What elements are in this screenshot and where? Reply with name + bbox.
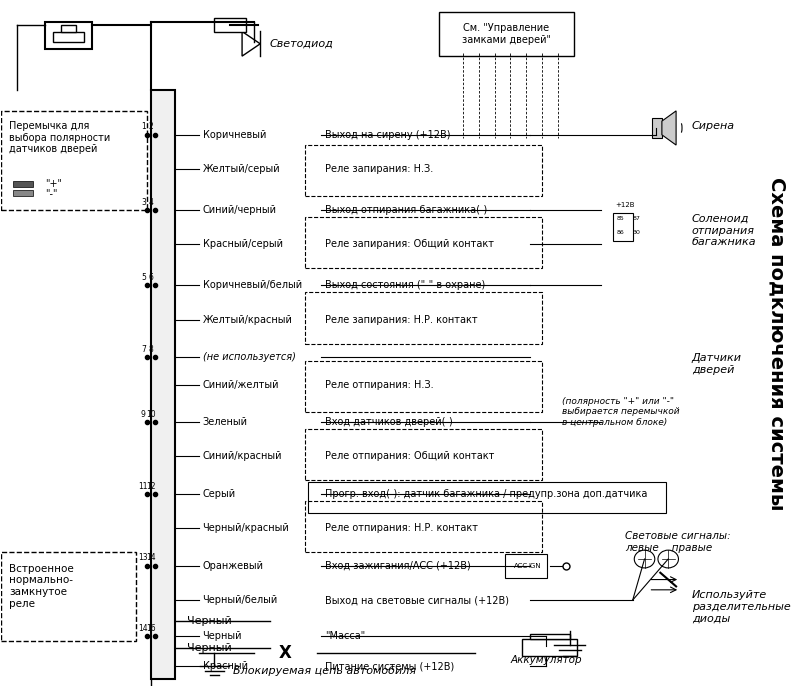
Text: 5: 5 <box>141 273 146 282</box>
Text: Реле отпирания: Общий контакт: Реле отпирания: Общий контакт <box>324 451 494 462</box>
Text: 3: 3 <box>141 198 146 207</box>
Polygon shape <box>242 32 260 56</box>
Text: 1: 1 <box>141 122 146 131</box>
Text: Желтый/серый: Желтый/серый <box>203 164 280 174</box>
Text: Выход отпирания багажника(-): Выход отпирания багажника(-) <box>324 205 487 215</box>
Text: Соленоид
отпирания
багажника: Соленоид отпирания багажника <box>691 214 756 247</box>
Text: Датчики
дверей: Датчики дверей <box>691 353 741 375</box>
Text: Питание системы (+12В): Питание системы (+12В) <box>324 662 453 671</box>
Text: X: X <box>279 644 292 662</box>
Text: +12В: +12В <box>614 202 633 207</box>
Text: Прогр. вход(-): датчик багажника / предупр.зона доп.датчика: Прогр. вход(-): датчик багажника / преду… <box>324 489 646 499</box>
Text: 87: 87 <box>632 216 640 221</box>
Text: 2: 2 <box>148 122 153 131</box>
FancyBboxPatch shape <box>651 117 661 138</box>
Text: Вход датчиков дверей(-): Вход датчиков дверей(-) <box>324 417 452 427</box>
Circle shape <box>657 550 678 568</box>
Text: Перемычка для
выбора полярности
датчиков дверей: Перемычка для выбора полярности датчиков… <box>9 121 110 155</box>
Text: Сирена: Сирена <box>691 121 734 131</box>
Text: Черный/красный: Черный/красный <box>203 523 289 533</box>
Text: 13: 13 <box>139 554 148 563</box>
Text: Реле отпирания: Н.З.: Реле отпирания: Н.З. <box>324 379 433 390</box>
Text: Выход на световые сигналы (+12В): Выход на световые сигналы (+12В) <box>324 595 508 605</box>
Text: Черный: Черный <box>187 616 231 626</box>
FancyBboxPatch shape <box>612 214 632 241</box>
Text: 7: 7 <box>141 345 146 354</box>
Circle shape <box>633 550 654 568</box>
Text: Вход зажигания/АСС (+12В): Вход зажигания/АСС (+12В) <box>324 561 470 571</box>
Text: Используйте
разделительные
диоды: Используйте разделительные диоды <box>691 590 790 624</box>
Text: ACC: ACC <box>513 563 527 569</box>
Text: См. "Управление
замками дверей": См. "Управление замками дверей" <box>461 23 550 45</box>
Text: Синий/желтый: Синий/желтый <box>203 379 279 390</box>
FancyBboxPatch shape <box>439 12 573 56</box>
Text: Световые сигналы:
левые    правые: Световые сигналы: левые правые <box>624 531 730 553</box>
FancyBboxPatch shape <box>13 190 33 196</box>
FancyBboxPatch shape <box>214 19 246 32</box>
Text: Синий/красный: Синий/красный <box>203 451 281 462</box>
Text: IGN: IGN <box>528 563 540 569</box>
Text: Красный/серый: Красный/серый <box>203 239 282 249</box>
Text: (полярность "+" или "-"
выбирается перемычкой
в центральном блоке): (полярность "+" или "-" выбирается перем… <box>561 397 679 427</box>
Text: 10: 10 <box>146 409 156 419</box>
Text: Аккумулятор: Аккумулятор <box>509 655 581 664</box>
Text: Реле запирания: Общий контакт: Реле запирания: Общий контакт <box>324 239 493 249</box>
Text: Желтый/красный: Желтый/красный <box>203 315 292 324</box>
Text: Черный/белый: Черный/белый <box>203 595 277 605</box>
FancyBboxPatch shape <box>13 181 33 188</box>
Text: Реле запирания: Н.Р. контакт: Реле запирания: Н.Р. контакт <box>324 315 477 324</box>
Text: (не используется): (не используется) <box>203 352 295 362</box>
FancyBboxPatch shape <box>2 552 135 641</box>
Text: Зеленый: Зеленый <box>203 417 247 427</box>
Text: 4: 4 <box>148 198 153 207</box>
Text: Реле отпирания: Н.Р. контакт: Реле отпирания: Н.Р. контакт <box>324 523 478 533</box>
Text: 11: 11 <box>139 482 148 491</box>
Text: 12: 12 <box>147 482 156 491</box>
Text: Черный: Черный <box>203 631 242 642</box>
FancyBboxPatch shape <box>530 633 569 639</box>
Text: Выход состояния ("-" в охране): Выход состояния ("-" в охране) <box>324 280 485 291</box>
FancyBboxPatch shape <box>504 554 547 578</box>
FancyBboxPatch shape <box>53 32 84 43</box>
Text: "+": "+" <box>45 179 62 189</box>
Text: 9: 9 <box>141 409 146 419</box>
Text: 86: 86 <box>616 230 624 235</box>
Text: 85: 85 <box>616 216 624 221</box>
Text: 8: 8 <box>148 345 153 354</box>
Text: 16: 16 <box>146 624 156 633</box>
Text: 14: 14 <box>139 624 148 633</box>
Text: Черный: Черный <box>187 643 231 653</box>
Text: Блокируемая цепь автомобиля: Блокируемая цепь автомобиля <box>233 666 416 675</box>
Text: 6: 6 <box>148 273 153 282</box>
Text: Схема подключения системы: Схема подключения системы <box>766 177 786 510</box>
Text: Коричневый: Коричневый <box>203 130 266 140</box>
Text: "Масса": "Масса" <box>324 631 365 642</box>
Text: Встроенное
нормально-
замкнутое
реле: Встроенное нормально- замкнутое реле <box>9 564 74 609</box>
Text: Серый: Серый <box>203 489 235 499</box>
Text: Светодиод: Светодиод <box>269 38 333 49</box>
Text: Красный: Красный <box>203 662 247 671</box>
FancyBboxPatch shape <box>61 25 76 32</box>
Polygon shape <box>661 111 676 145</box>
Text: Коричневый/белый: Коричневый/белый <box>203 280 302 291</box>
Text: Реле запирания: Н.З.: Реле запирания: Н.З. <box>324 164 432 174</box>
Text: Синий/черный: Синий/черный <box>203 205 277 215</box>
FancyBboxPatch shape <box>151 90 175 679</box>
Text: 30: 30 <box>632 230 640 235</box>
Text: "-": "-" <box>45 188 58 198</box>
Text: Выход на сирену (+12В): Выход на сирену (+12В) <box>324 130 450 140</box>
Text: Оранжевый: Оранжевый <box>203 561 264 571</box>
Text: 14: 14 <box>146 554 156 563</box>
FancyBboxPatch shape <box>45 22 92 49</box>
FancyBboxPatch shape <box>521 639 577 656</box>
